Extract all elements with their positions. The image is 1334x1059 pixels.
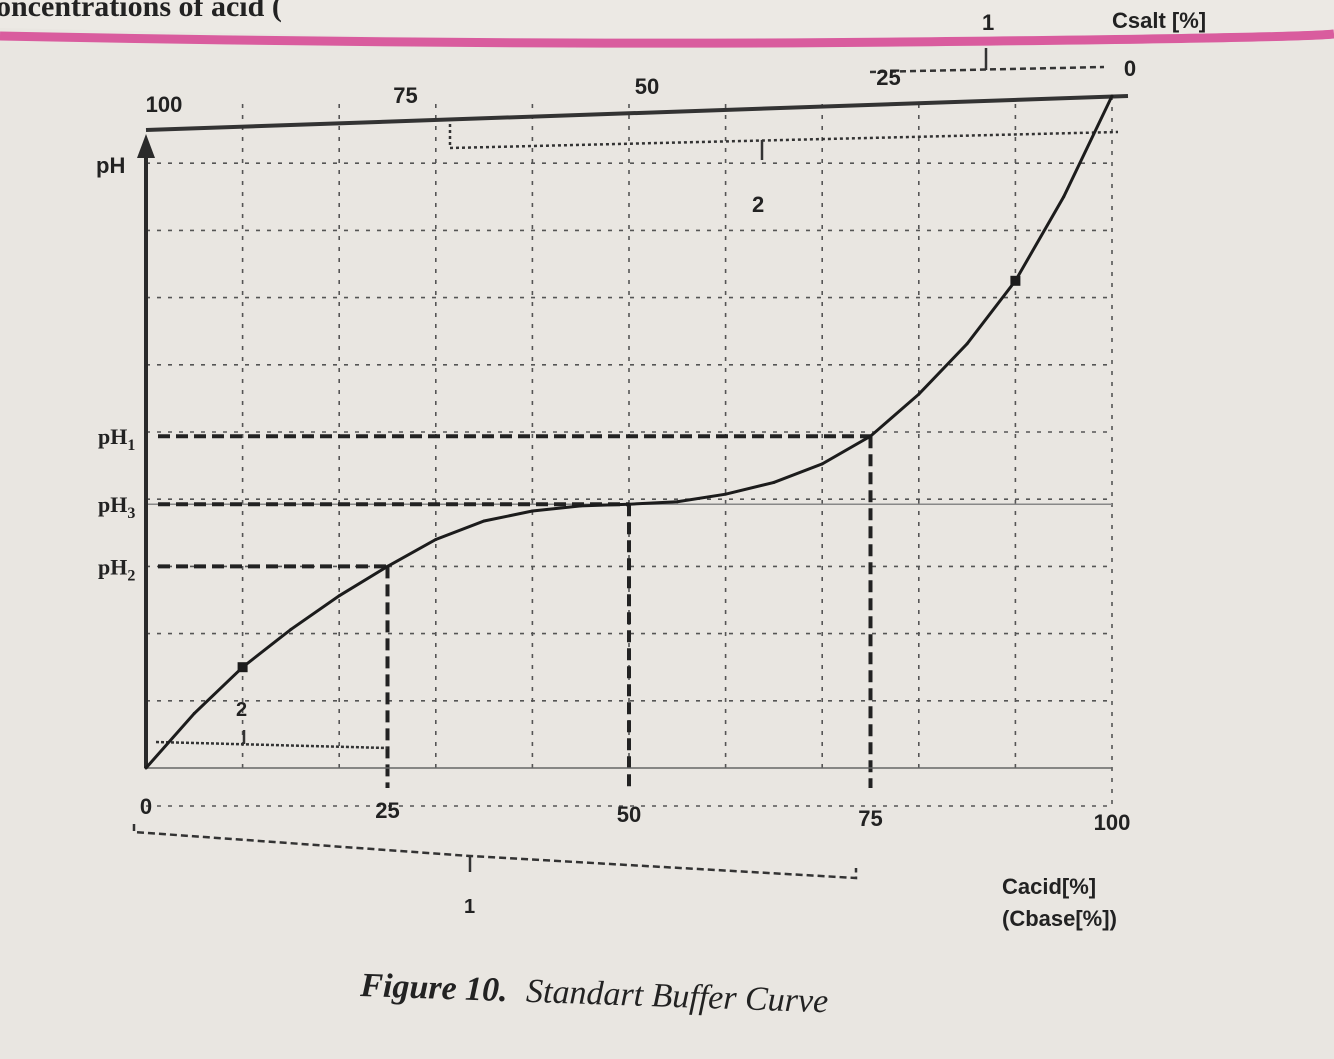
inner-bracket [155,740,388,750]
top-right-dashed-bracket [869,65,1105,74]
bottom-bracket [132,824,858,880]
curve-point [917,392,921,396]
y-tick-label: pH1 [98,424,135,454]
header-highlight-stripe [0,29,1334,48]
curve-marker [237,662,248,673]
x-tick-label: 0 [140,794,152,819]
curve-point [482,519,486,523]
y-tick-subscript: 2 [127,567,135,584]
figure-title: Standart Buffer Curve [525,973,828,1021]
axes [132,48,1129,880]
grid-lines [146,96,1113,807]
figure-caption: Figure 10. Standart Buffer Curve [359,967,829,1020]
y-tick-subscript: 1 [127,437,135,454]
curve-point [386,564,389,568]
x-tick-label: 75 [858,806,882,831]
marker-layer [237,275,1021,673]
x-tick-label: 25 [375,798,399,823]
curve-point [144,766,148,770]
y-tick-subscript: 3 [127,505,135,522]
top-tick-label: 100 [146,92,183,117]
x-axis-title-line1: Cacid[%] [1002,874,1096,899]
bracket-bottom-label: 1 [464,896,475,918]
curve-point [434,538,438,542]
bracket-top-label: 2 [752,192,764,217]
y-axis-title: pH [96,153,125,178]
x-tick-label: 100 [1094,810,1131,835]
figure-number: Figure 10. [359,967,509,1009]
curve-point [192,711,196,715]
y-tick-label: pH2 [98,554,135,584]
top-axis-line [145,94,1129,132]
curve-point [675,500,679,504]
curve-point [337,594,341,598]
curve-point [627,502,631,506]
y-tick-label: pH3 [98,492,135,522]
reference-lines [146,434,1112,788]
curve-point [820,462,824,466]
curve-point [289,627,293,631]
curve-point [772,480,776,484]
y-tick-base: pH [98,492,127,517]
x-axis-title-line2: (Cbase[%]) [1002,906,1117,931]
top-axis-title: Csalt [%] [1112,8,1206,33]
curve-point [1062,195,1066,199]
top-tick-label: 50 [635,74,659,99]
y-axis-arrow [137,134,155,158]
top-corner-label: 1 [982,10,994,35]
y-tick-base: pH [98,554,127,579]
y-tick-base: pH [98,424,127,449]
curve-point [1110,94,1114,98]
inner-bracket-label: 2 [236,699,247,721]
curve-point [579,504,583,508]
top-tick-label: 75 [393,83,417,108]
curve-marker [1010,275,1021,286]
curve-point [724,492,728,496]
top-tick-label: 0 [1124,56,1136,81]
curve-point [530,509,534,513]
header-text-fragment: oncentrations of acid ( [0,0,282,23]
x-tick-label: 50 [617,802,641,827]
curve-point [869,434,872,438]
top-tick-label: 25 [876,65,900,90]
curve-point [965,342,969,346]
top-bracket [448,124,1119,150]
